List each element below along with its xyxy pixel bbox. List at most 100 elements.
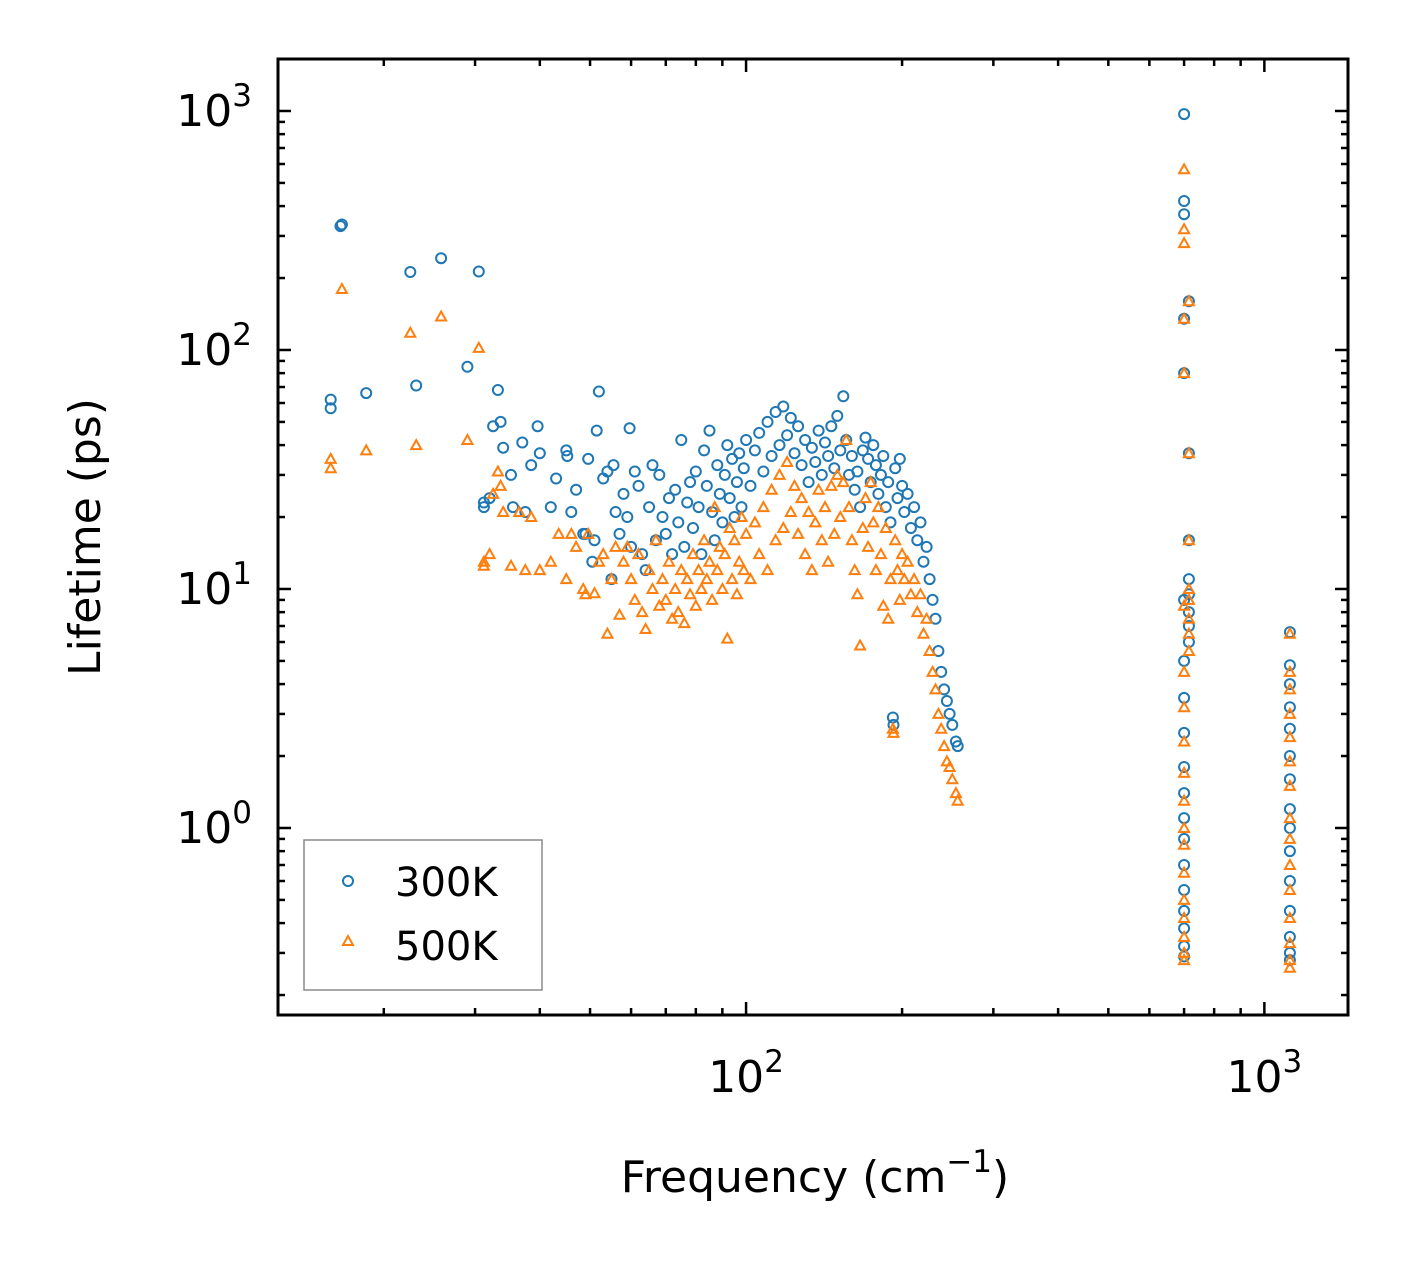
data-point xyxy=(1178,904,1191,917)
data-point xyxy=(715,581,730,594)
legend-label-300k: 300K xyxy=(395,860,499,906)
data-point xyxy=(895,547,909,560)
data-point xyxy=(680,572,694,585)
data-point xyxy=(659,592,673,605)
data-point xyxy=(434,309,448,322)
data-point xyxy=(1177,222,1191,235)
data-point xyxy=(570,483,583,496)
data-point xyxy=(612,607,627,620)
data-point xyxy=(692,501,705,514)
series-layer xyxy=(324,108,1297,973)
data-point xyxy=(616,554,631,567)
data-point xyxy=(1283,706,1297,719)
data-point xyxy=(904,587,918,600)
data-point xyxy=(890,563,905,576)
data-point xyxy=(1177,910,1191,923)
data-point xyxy=(617,487,630,500)
data-point xyxy=(335,281,349,294)
data-point xyxy=(560,444,573,457)
data-point xyxy=(748,515,762,528)
x-axis-label-suffix: ) xyxy=(992,1152,1009,1203)
data-point xyxy=(604,572,619,585)
data-point xyxy=(1177,598,1191,611)
data-point xyxy=(850,587,865,600)
data-point xyxy=(788,447,801,460)
data-point xyxy=(477,558,491,571)
data-point xyxy=(1182,643,1196,656)
data-point xyxy=(898,506,911,518)
data-point xyxy=(596,547,610,560)
data-point xyxy=(1283,626,1297,639)
data-point xyxy=(1182,592,1196,605)
data-point xyxy=(668,581,682,594)
data-point xyxy=(893,592,907,605)
data-point xyxy=(565,506,578,518)
data-point xyxy=(435,252,448,265)
y-tick-label: 101 xyxy=(176,556,252,615)
data-point xyxy=(666,548,679,561)
data-point xyxy=(1283,904,1296,917)
data-point xyxy=(684,476,697,489)
data-point xyxy=(723,520,737,533)
data-point xyxy=(1283,682,1297,695)
data-point xyxy=(486,486,500,499)
data-point xyxy=(1178,195,1191,207)
data-point xyxy=(1283,750,1296,762)
data-point xyxy=(512,504,526,517)
data-point xyxy=(784,504,798,517)
data-point xyxy=(765,450,778,462)
data-point xyxy=(801,504,816,517)
data-point xyxy=(877,450,890,462)
data-point xyxy=(324,393,337,406)
data-point xyxy=(1283,730,1297,743)
data-point xyxy=(827,526,841,539)
data-point xyxy=(1178,832,1191,845)
data-point xyxy=(937,739,951,752)
data-point xyxy=(663,492,675,505)
plot-frame xyxy=(276,57,1350,1017)
x-axis-label-exponent: −1 xyxy=(946,1144,992,1180)
data-point xyxy=(942,759,957,772)
data-point xyxy=(1177,765,1191,778)
data-point xyxy=(733,447,746,460)
data-point xyxy=(744,479,757,492)
data-point xyxy=(505,468,517,481)
data-point xyxy=(842,500,856,513)
data-point xyxy=(635,605,649,618)
data-point xyxy=(581,526,595,539)
data-point xyxy=(879,520,893,533)
data-point xyxy=(743,572,758,585)
x-axis-label: Frequency (cm xyxy=(621,1152,947,1203)
data-point xyxy=(876,598,890,611)
data-point xyxy=(531,420,544,433)
data-point xyxy=(689,465,702,478)
x-tick-label: 103 xyxy=(1226,1044,1302,1103)
data-point xyxy=(869,459,882,472)
data-point xyxy=(324,402,337,415)
data-point xyxy=(533,447,546,460)
data-point xyxy=(552,526,566,539)
data-point xyxy=(737,462,750,475)
legend-marker-300k xyxy=(342,875,354,887)
data-point xyxy=(848,483,861,496)
data-point xyxy=(697,533,711,546)
x-tick-label: 102 xyxy=(708,1044,784,1103)
data-point xyxy=(507,501,519,514)
data-point xyxy=(928,682,943,695)
data-point xyxy=(1283,754,1297,767)
data-point xyxy=(886,725,901,738)
data-point xyxy=(694,581,709,594)
data-point xyxy=(861,539,875,552)
data-point xyxy=(718,547,732,560)
data-point xyxy=(334,220,347,233)
data-point xyxy=(907,572,921,585)
data-point xyxy=(665,611,679,624)
data-point xyxy=(578,587,593,600)
data-point xyxy=(737,563,751,576)
data-point xyxy=(1283,882,1297,895)
data-point xyxy=(1177,664,1191,677)
data-point xyxy=(646,459,659,472)
data-point xyxy=(824,478,838,491)
